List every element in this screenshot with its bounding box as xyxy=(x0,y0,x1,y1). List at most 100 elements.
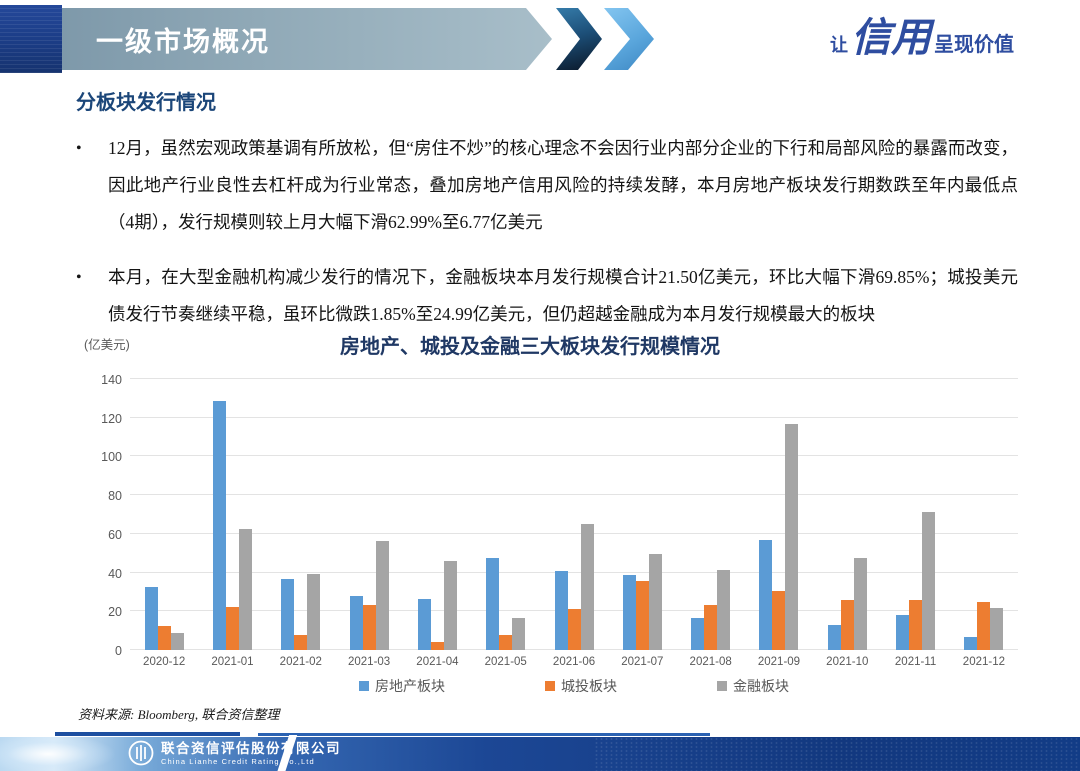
bar-group xyxy=(472,379,540,650)
bar xyxy=(704,604,718,650)
bullet-item: • 本月，在大型金融机构减少发行的情况下，金融板块本月发行规模合计21.50亿美… xyxy=(76,259,1018,333)
x-tick-label: 2021-12 xyxy=(962,656,1006,668)
x-tick-label: 2021-10 xyxy=(826,656,869,668)
legend-label: 城投板块 xyxy=(561,678,617,694)
bar-group xyxy=(881,379,949,650)
footer-band: 联合资信评估股份有限公司 China Lianhe Credit Rating … xyxy=(0,735,1080,771)
bar-group xyxy=(677,379,745,650)
x-tick-label: 2021-05 xyxy=(484,656,527,668)
chart-plot xyxy=(130,378,1018,650)
y-tick-label: 40 xyxy=(108,566,122,581)
bar xyxy=(896,614,910,650)
x-tick-label: 2020-12 xyxy=(143,656,186,668)
header-banner: 一级市场概况 xyxy=(62,8,552,70)
bar xyxy=(785,423,799,650)
bullet-text: 12月，虽然宏观政策基调有所放松，但“房住不炒”的核心理念不会因行业内部分企业的… xyxy=(108,138,1018,232)
bar xyxy=(307,573,321,650)
company-name-en: China Lianhe Credit Rating Co.,Ltd xyxy=(161,756,315,766)
bar-group xyxy=(403,379,471,650)
bar xyxy=(294,634,308,650)
bar xyxy=(964,636,978,650)
slogan-prefix: 让 xyxy=(830,35,848,55)
bar xyxy=(827,624,841,650)
legend-label: 房地产板块 xyxy=(375,678,445,694)
gridline xyxy=(130,494,1018,496)
bar xyxy=(499,634,513,650)
legend-swatch xyxy=(359,681,369,691)
bars-row xyxy=(130,379,1018,650)
bar xyxy=(853,557,867,650)
bar xyxy=(144,587,158,650)
legend-swatch xyxy=(545,681,555,691)
bar xyxy=(635,581,649,650)
bar xyxy=(648,554,662,650)
bar-group xyxy=(813,379,881,650)
chevron-dark-icon xyxy=(556,8,602,70)
bar xyxy=(909,600,923,650)
bar xyxy=(554,570,568,650)
bar-group xyxy=(130,379,198,650)
company-name-block: 联合资信评估股份有限公司 China Lianhe Credit Rating … xyxy=(161,741,341,766)
bullet-text: 本月，在大型金融机构减少发行的情况下，金融板块本月发行规模合计21.50亿美元，… xyxy=(108,267,1018,324)
bar-group xyxy=(267,379,335,650)
chevron-light-icon xyxy=(604,8,654,70)
y-axis-unit-label: (亿美元) xyxy=(84,338,130,352)
gridline xyxy=(130,455,1018,457)
gridline xyxy=(130,416,1018,418)
y-tick-label: 120 xyxy=(101,411,122,426)
bullet-marker: • xyxy=(76,269,82,286)
x-tick-label: 2021-09 xyxy=(757,656,801,668)
gridline xyxy=(130,532,1018,534)
page-title: 一级市场概况 xyxy=(96,26,270,57)
bar-group xyxy=(540,379,608,650)
x-tick-label: 2021-08 xyxy=(689,656,732,668)
brand-slogan: 让 信用 呈现价值 xyxy=(830,18,1014,58)
x-tick-label: 2021-04 xyxy=(416,656,459,668)
bar xyxy=(170,632,184,650)
x-tick-label: 2021-11 xyxy=(894,656,937,668)
bar xyxy=(281,578,295,650)
bar-group xyxy=(608,379,676,650)
y-axis-labels: 0 20 40 60 80 100 120 140 xyxy=(84,373,122,658)
bar xyxy=(486,557,500,650)
bar-group xyxy=(198,379,266,650)
chart-legend: 房地产板块 城投板块 金融板块 xyxy=(130,676,1018,696)
bar xyxy=(977,601,991,650)
slogan-brand: 信用 xyxy=(851,14,931,61)
x-tick-label: 2021-07 xyxy=(621,656,664,668)
source-note: 资料来源: Bloomberg, 联合资信整理 xyxy=(78,707,280,722)
bar xyxy=(567,608,581,650)
footer-rule-left xyxy=(55,732,240,736)
bullet-list: • 12月，虽然宏观政策基调有所放松，但“房住不炒”的核心理念不会因行业内部分企… xyxy=(76,130,1018,333)
bar xyxy=(759,540,773,650)
bar-group xyxy=(745,379,813,650)
header-left-accent xyxy=(0,5,62,73)
y-tick-label: 140 xyxy=(101,373,122,387)
bar xyxy=(417,598,431,650)
company-name-cn: 联合资信评估股份有限公司 xyxy=(161,740,341,756)
x-tick-label: 2021-03 xyxy=(347,656,391,668)
bar xyxy=(772,591,786,650)
bullet-item: • 12月，虽然宏观政策基调有所放松，但“房住不炒”的核心理念不会因行业内部分企… xyxy=(76,130,1018,241)
x-axis-labels: 2020-12 2021-01 2021-02 2021-03 2021-04 2021-… xyxy=(130,656,1018,668)
bar xyxy=(840,599,854,650)
company-logo-icon xyxy=(128,740,154,766)
legend-swatch xyxy=(717,681,727,691)
slogan-suffix: 呈现价值 xyxy=(934,34,1014,56)
bar xyxy=(622,575,636,650)
y-tick-label: 0 xyxy=(115,644,122,658)
bar xyxy=(512,618,526,650)
x-tick-label: 2021-06 xyxy=(552,656,596,668)
bar xyxy=(922,512,936,650)
bar xyxy=(225,607,239,650)
bar xyxy=(349,596,363,650)
bullet-marker: • xyxy=(76,140,82,157)
y-tick-label: 20 xyxy=(108,605,122,620)
bar xyxy=(362,604,376,650)
legend-item: 城投板块 xyxy=(545,676,617,696)
chart-title: 房地产、城投及金融三大板块发行规模情况 xyxy=(340,336,720,358)
legend-item: 房地产板块 xyxy=(359,676,445,696)
x-tick-label: 2021-01 xyxy=(211,656,254,668)
bar xyxy=(990,608,1004,650)
bar xyxy=(717,569,731,650)
